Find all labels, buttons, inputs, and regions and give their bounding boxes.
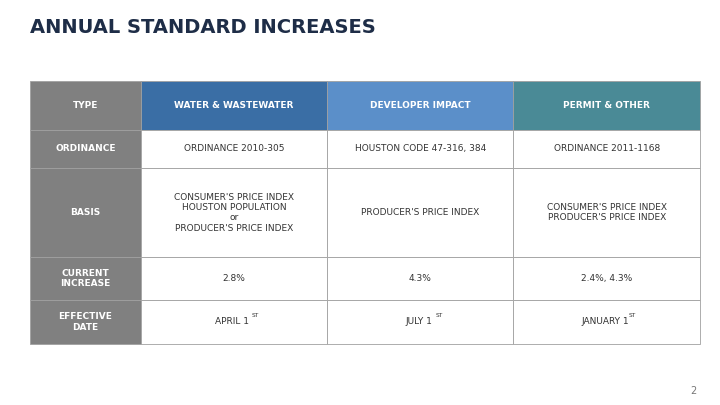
Text: APRIL 1: APRIL 1 <box>215 318 252 326</box>
Text: CURRENT
INCREASE: CURRENT INCREASE <box>60 269 111 288</box>
Text: 4.3%: 4.3% <box>409 274 432 283</box>
Text: WATER & WASTEWATER: WATER & WASTEWATER <box>174 101 294 110</box>
Text: HOUSTON CODE 47-316, 384: HOUSTON CODE 47-316, 384 <box>355 144 486 153</box>
Text: ANNUAL STANDARD INCREASES: ANNUAL STANDARD INCREASES <box>30 18 376 37</box>
Text: ST: ST <box>436 313 444 318</box>
Text: CONSUMER'S PRICE INDEX
HOUSTON POPULATION
or
PRODUCER'S PRICE INDEX: CONSUMER'S PRICE INDEX HOUSTON POPULATIO… <box>174 192 294 233</box>
Text: ST: ST <box>629 313 636 318</box>
Text: 2.4%, 4.3%: 2.4%, 4.3% <box>581 274 632 283</box>
Text: ST: ST <box>251 313 259 318</box>
Text: 2: 2 <box>690 386 696 396</box>
Text: PRODUCER'S PRICE INDEX: PRODUCER'S PRICE INDEX <box>361 208 480 217</box>
Text: DEVELOPER IMPACT: DEVELOPER IMPACT <box>370 101 471 110</box>
Text: ORDINANCE 2010-305: ORDINANCE 2010-305 <box>184 144 284 153</box>
Text: JANUARY 1: JANUARY 1 <box>582 318 632 326</box>
Text: 2.8%: 2.8% <box>222 274 246 283</box>
Text: EFFECTIVE
DATE: EFFECTIVE DATE <box>58 312 112 332</box>
Text: PERMIT & OTHER: PERMIT & OTHER <box>563 101 650 110</box>
Text: CONSUMER'S PRICE INDEX
PRODUCER'S PRICE INDEX: CONSUMER'S PRICE INDEX PRODUCER'S PRICE … <box>546 203 667 222</box>
Text: JULY 1: JULY 1 <box>405 318 435 326</box>
Text: BASIS: BASIS <box>71 208 101 217</box>
Text: TYPE: TYPE <box>73 101 98 110</box>
Text: ORDINANCE 2011-1168: ORDINANCE 2011-1168 <box>554 144 660 153</box>
Text: ORDINANCE: ORDINANCE <box>55 144 116 153</box>
